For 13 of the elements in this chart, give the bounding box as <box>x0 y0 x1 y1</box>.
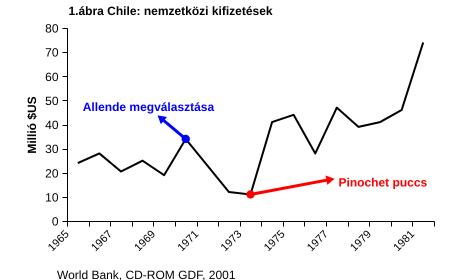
y-tick-label: 60 <box>45 70 59 84</box>
y-axis-title: Millió $US <box>25 96 40 154</box>
y-tick-label: 70 <box>45 46 59 60</box>
y-tick-label: 20 <box>45 166 59 180</box>
y-tick-label: 10 <box>45 190 59 204</box>
y-tick-label: 0 <box>52 214 59 228</box>
y-tick-label: 80 <box>45 22 59 36</box>
chart-title: 1.ábra Chile: nemzetközi kifizetések <box>68 4 273 18</box>
y-tick-label: 40 <box>45 118 59 132</box>
y-tick-label: 50 <box>45 94 59 108</box>
annotation: Pinochet puccs <box>338 175 428 190</box>
y-tick-label: 30 <box>45 142 59 156</box>
annotation: Allende megválasztása <box>82 100 214 114</box>
